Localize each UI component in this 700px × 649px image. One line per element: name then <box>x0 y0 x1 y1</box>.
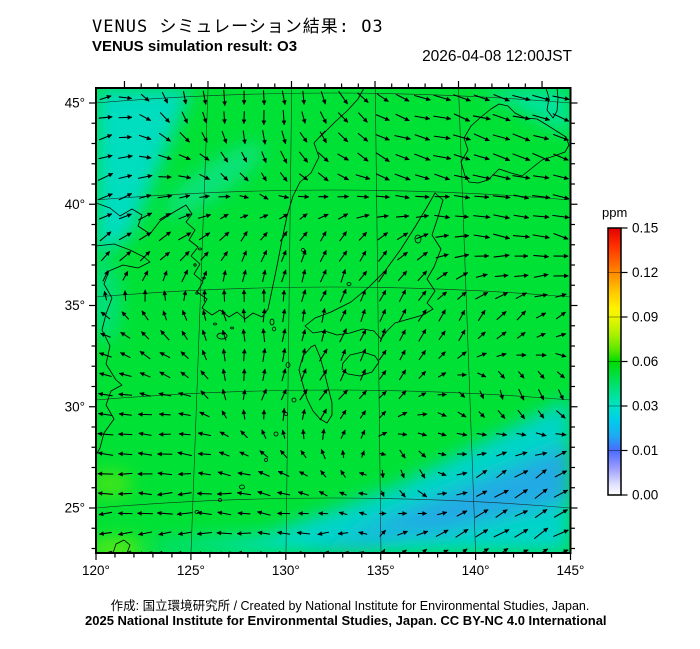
island <box>213 322 217 326</box>
y-axis-tick-label: 45° <box>65 96 85 111</box>
map-area: 120° 125° 130° 135° 140° 145° 25° 30° 35° 40° 45° <box>65 81 585 579</box>
island <box>193 263 197 267</box>
colorbar-tick-label: 0.09 <box>632 310 658 325</box>
x-axis-tick-label: 135° <box>367 563 395 578</box>
island <box>216 332 228 340</box>
island <box>291 397 297 403</box>
coastline <box>96 88 365 320</box>
island <box>269 318 275 326</box>
axis-labels: 120° 125° 130° 135° 140° 145° 25° 30° 35° 40° 45° <box>65 96 585 579</box>
island <box>198 247 202 251</box>
y-axis-tick-label: 40° <box>65 197 85 212</box>
x-axis-tick-label: 145° <box>557 563 585 578</box>
y-axis-tick-label: 25° <box>65 501 85 516</box>
page-title-ja: VENUS シミュレーション結果: O3 <box>92 17 384 37</box>
island <box>218 498 222 502</box>
island <box>230 326 234 330</box>
timestamp: 2026-04-08 12:00JST <box>422 48 572 65</box>
colorbar-tick-label: 0.03 <box>632 399 658 414</box>
license-line: 2025 National Institute for Environmenta… <box>85 613 607 628</box>
island <box>273 431 279 437</box>
island <box>264 458 268 462</box>
coastline <box>298 344 333 424</box>
x-axis-tick-label: 140° <box>462 563 490 578</box>
axis-ticks <box>89 81 578 560</box>
map-frame <box>95 87 572 554</box>
island <box>285 362 291 368</box>
y-axis-tick-label: 30° <box>65 399 85 414</box>
colorbar-unit-label: ppm <box>602 205 627 220</box>
island <box>239 484 245 490</box>
colorbar-tick-label: 0.01 <box>632 443 658 458</box>
island <box>301 248 305 252</box>
page-title-en: VENUS simulation result: O3 <box>92 38 298 55</box>
coastline <box>112 539 131 553</box>
coastline <box>96 243 151 456</box>
island <box>195 291 199 295</box>
credit-line: 作成: 国立環境研究所 / Created by National Instit… <box>110 599 590 613</box>
island <box>346 282 352 286</box>
y-axis-tick-label: 35° <box>65 298 85 313</box>
coastline <box>545 88 559 119</box>
colorbar-tick-label: 0.00 <box>632 488 658 503</box>
island <box>272 326 276 332</box>
colorbar-tick-label: 0.12 <box>632 265 658 280</box>
coastline <box>460 103 570 184</box>
x-axis-tick-label: 120° <box>82 563 110 578</box>
x-axis-tick-label: 130° <box>272 563 300 578</box>
colorbar-border <box>607 227 622 496</box>
colorbar-tick-label: 0.06 <box>632 354 658 369</box>
colorbar-tick-label: 0.15 <box>632 221 658 236</box>
island <box>414 234 422 244</box>
x-axis-tick-label: 125° <box>177 563 205 578</box>
wind-vector-layer <box>97 89 570 553</box>
colorbar: ppm 0.15 0.12 0.09 0.06 0.03 0.01 0.00 <box>602 205 658 503</box>
